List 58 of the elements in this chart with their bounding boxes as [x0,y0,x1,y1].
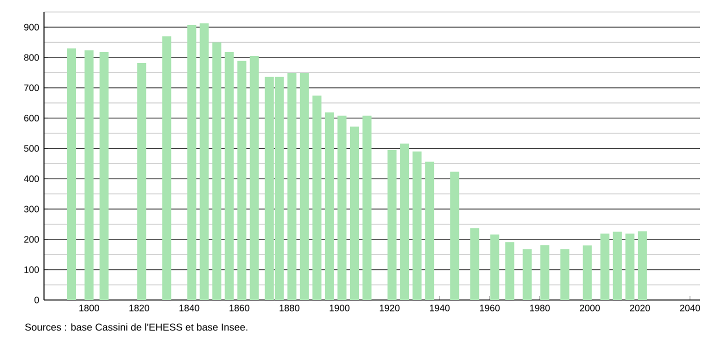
bar [350,126,359,300]
bar [250,56,259,300]
bar [490,234,500,300]
bar [187,25,196,300]
bar [638,231,647,300]
bar [100,52,109,300]
x-tick-label: 1880 [280,304,300,312]
x-tick-label: 1840 [180,304,200,312]
bar [612,232,622,300]
bar [300,72,309,300]
bar [237,60,246,300]
x-tick-label: 1860 [230,304,250,312]
bar [522,249,532,300]
x-tick-label: 1800 [79,304,100,312]
bar [362,116,372,300]
bar [450,172,460,300]
bar [287,72,296,300]
y-tick-label: 900 [24,24,39,30]
bar [324,112,334,300]
bar [388,150,397,300]
bar [84,50,94,300]
y-tick-label: 0 [34,296,39,304]
y-tick-label: 400 [24,175,39,182]
x-tick-label: 1940 [430,304,450,312]
bar [600,234,610,300]
bar [560,249,570,300]
bar [212,42,222,300]
bar [540,245,550,300]
y-tick-label: 200 [24,236,39,243]
bar [582,245,592,300]
bar [400,144,410,300]
x-tick-label: 1960 [480,304,500,312]
y-tick-label: 800 [24,54,39,61]
y-tick-label: 700 [24,84,39,92]
y-tick-label: 300 [24,206,39,212]
bar [337,116,346,300]
bar [162,36,172,300]
x-tick-label: 1920 [380,304,400,312]
x-tick-label: 2040 [680,304,700,312]
y-tick-label: 100 [24,266,39,273]
bar [470,228,480,300]
x-tick-label: 2020 [630,304,650,312]
bar [312,96,322,300]
bar [412,151,422,300]
y-tick-label: 600 [24,114,39,122]
x-tick-label: 2000 [580,304,600,312]
bar [67,48,76,300]
bar [137,62,146,300]
x-tick-label: 1900 [330,304,350,312]
bar [625,234,634,300]
bar [224,52,234,300]
source-note: Sources : base Cassini de l'EHESS et base Insee. [25,323,248,331]
bar [200,23,209,300]
bar [505,242,514,300]
x-tick-label: 1980 [530,304,550,312]
x-tick-label: 1820 [129,304,150,312]
y-tick-label: 500 [24,145,39,152]
bar [425,162,434,300]
